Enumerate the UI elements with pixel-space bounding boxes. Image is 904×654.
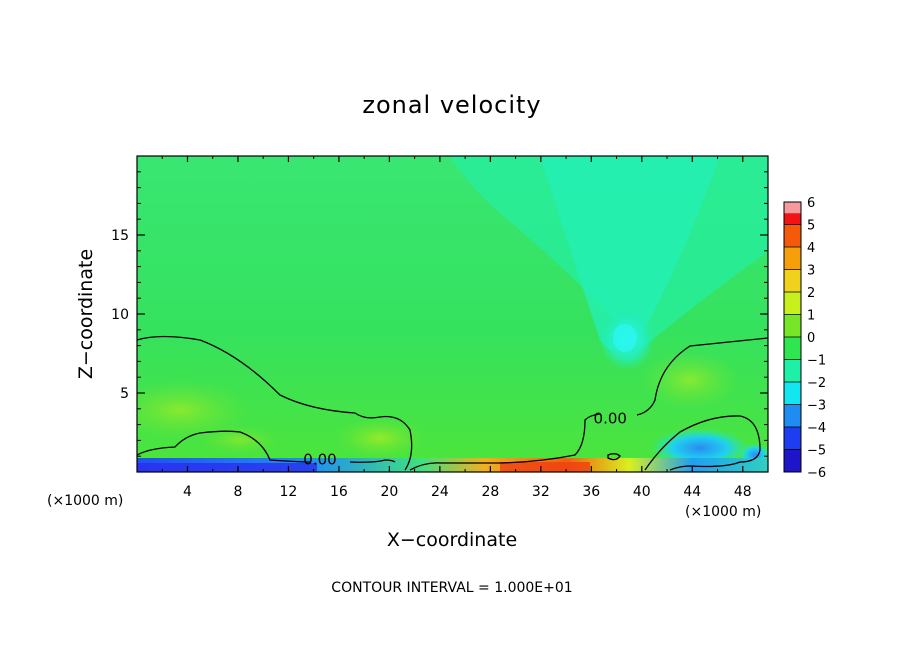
x-tick-label: 48 [734,484,752,500]
colorbar-label: −6 [807,466,826,481]
x-tick-label: 4 [183,484,192,500]
colorbar-swatch [784,449,801,472]
x-tick-label: 20 [380,484,398,500]
colorbar-label: −2 [807,376,826,391]
colorbar-swatch [784,382,801,405]
y-axis-label: Z−coordinate [75,249,97,379]
colorbar-label: 6 [807,196,815,211]
x-tick-label: 32 [532,484,550,500]
velocity-field [137,156,768,472]
y-tick-label: 15 [111,228,129,244]
contour-lines [137,335,768,471]
x-axis-unit: (×1000 m) [685,504,761,520]
x-tick-label: 28 [481,484,499,500]
contour-labels: 0.00 0.00 [303,409,627,468]
x-axis-label: X−coordinate [387,529,517,551]
x-tick-label: 40 [633,484,651,500]
colorbar-label: −5 [807,444,826,459]
contour-interval-note: CONTOUR INTERVAL = 1.000E+01 [331,580,572,596]
colorbar-swatch [784,404,801,427]
colorbar-swatch [784,427,801,450]
colorbar-swatch [784,292,801,315]
colorbar-label: −3 [807,399,826,414]
x-tick-label: 36 [582,484,600,500]
colorbar-swatch [784,314,801,337]
colorbar-swatch [784,359,801,382]
colorbar-swatch-top [784,202,801,214]
x-tick-label: 44 [683,484,701,500]
y-axis-unit: (×1000 m) [47,493,123,509]
colorbar-swatch [784,337,801,360]
colorbar-swatch [784,224,801,247]
colorbar: 6 5 4 3 2 1 0 −1 −2 −3 −4 −5 −6 [783,196,826,481]
colorbar-label: 3 [807,264,815,279]
colorbar-label: 0 [807,331,815,346]
colorbar-label: 1 [807,309,815,324]
colorbar-label: −4 [807,421,826,436]
x-tick-label: 8 [233,484,242,500]
x-tick-label: 12 [280,484,298,500]
chart-title: zonal velocity [362,91,541,119]
y-tick-label: 5 [120,386,129,402]
colorbar-label: 2 [807,286,815,301]
x-axis-ticks: 4 8 12 16 20 24 28 32 36 40 44 48 [161,156,752,500]
colorbar-label: 5 [807,219,815,234]
y-axis-ticks: 5 10 15 [111,171,768,457]
colorbar-label: 4 [807,241,815,256]
y-tick-label: 10 [111,307,129,323]
colorbar-swatch [784,247,801,270]
x-tick-label: 24 [431,484,449,500]
contour-label: 0.00 [303,450,336,468]
contour-label: 0.00 [594,409,627,427]
x-tick-label: 16 [330,484,348,500]
colorbar-swatch [784,269,801,292]
colorbar-label: −1 [807,354,826,369]
